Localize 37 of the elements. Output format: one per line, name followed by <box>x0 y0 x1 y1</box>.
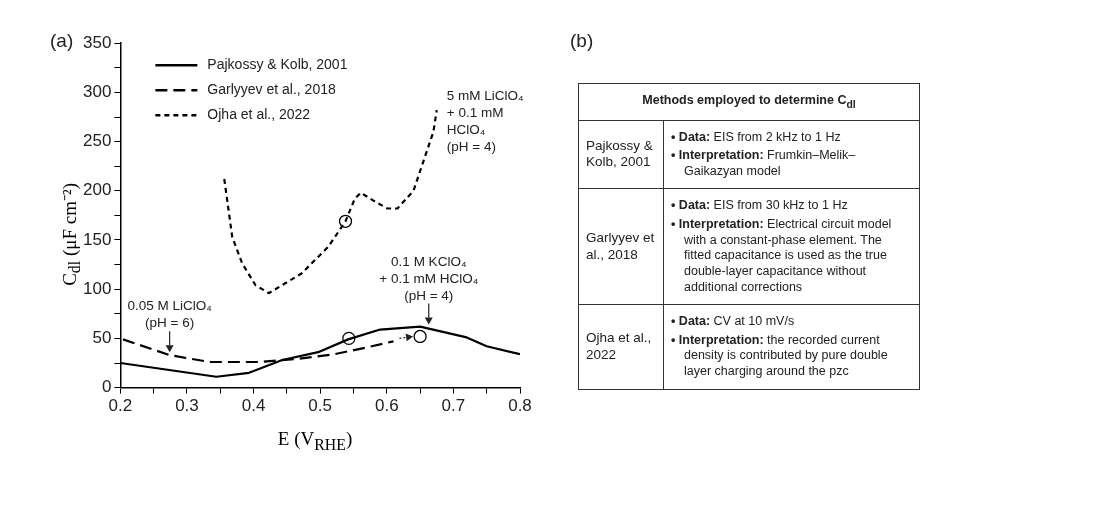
x-tick-label: 0.5 <box>308 396 332 416</box>
legend-label: Ojha et al., 2022 <box>207 106 311 123</box>
text: (b) <box>570 30 594 52</box>
y-tick-label: 0 <box>101 377 112 397</box>
y-tick-label: 250 <box>82 131 112 151</box>
point <box>413 329 427 344</box>
text: Methods employed to determine C$_{dl}$ <box>578 83 920 121</box>
text: • Interpretation: Frumkin–Melik–Gaikazyan model <box>671 148 857 180</box>
x-tick-label: 0.4 <box>241 396 266 416</box>
x-tick-label: 0.7 <box>441 396 466 416</box>
chart-title: (a) <box>50 30 74 52</box>
annotation: 0.1 M KClO₄ + 0.1 mM HClO₄ (pH = 4) <box>379 253 479 303</box>
text: Pajkossy & Kolb, 2001 <box>578 120 664 189</box>
legend-label: Garlyyev et al., 2018 <box>207 81 336 98</box>
text: • Data: CV at 10 mV/s <box>671 314 796 330</box>
point <box>338 214 353 228</box>
y-tick-label: 150 <box>82 229 112 249</box>
text: • Interpretation: the recorded current density is contributed by pure double layer charging around the pzc <box>671 332 889 380</box>
y-tick-label: 50 <box>92 328 112 348</box>
x-axis-title: E (V$_{RHE}$) <box>276 428 354 454</box>
point <box>342 331 356 346</box>
text: Garlyyev et al., 2018 <box>578 188 664 305</box>
y-tick-label: 200 <box>82 180 112 200</box>
y-tick-label: 350 <box>82 32 112 52</box>
x-tick-label: 0.3 <box>175 396 199 416</box>
text: Ojha et al., 2022 <box>578 304 664 390</box>
text: • Data: EIS from 2 kHz to 1 Hz <box>671 129 842 146</box>
x-tick-label: 0.6 <box>374 396 399 416</box>
text: • Data: EIS from 30 kHz to 1 Hz <box>671 198 849 215</box>
text: • Interpretation: Electrical circuit model with a constant-phase element. The fitted capacitance is used as the true double-layer capacitance without additional corrections <box>671 217 893 296</box>
annotation: 0.05 M LiClO₄ (pH = 6) <box>127 298 212 331</box>
legend-label: Pajkossy & Kolb, 2001 <box>207 56 348 73</box>
annotation: 5 mM LiClO₄ + 0.1 mM HClO₄ (pH = 4) <box>446 88 524 155</box>
x-tick-label: 0.2 <box>108 396 133 416</box>
y-tick-label: 300 <box>82 82 112 102</box>
x-tick-label: 0.8 <box>508 396 532 416</box>
y-tick-label: 100 <box>82 278 112 298</box>
